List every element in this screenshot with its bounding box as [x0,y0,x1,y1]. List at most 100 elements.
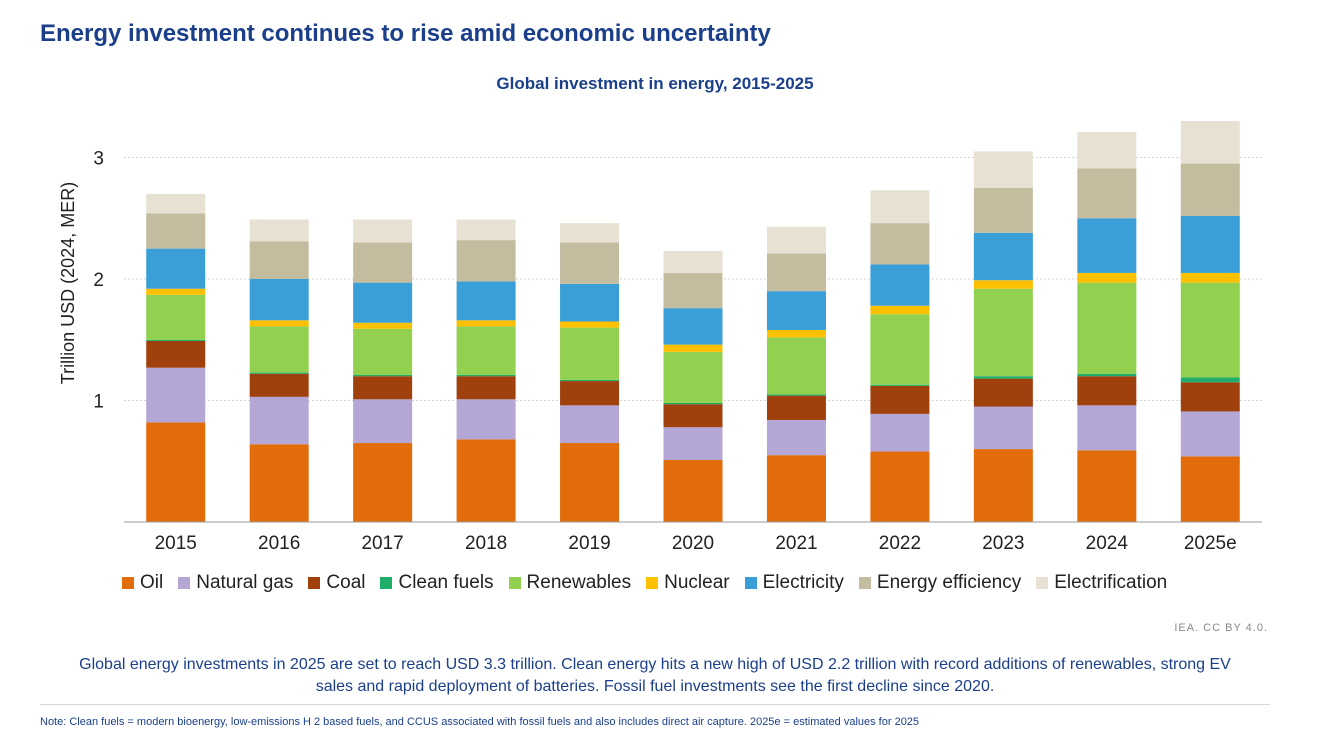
bar-segment [1077,272,1137,283]
bar-segment [870,190,930,224]
footnote: Note: Clean fuels = modern bioenergy, lo… [40,716,920,728]
x-tick-label: 2024 [1086,533,1129,554]
legend-swatch [178,577,191,589]
bar-segment [146,340,206,368]
page-headline: Energy investment continues to rise amid… [40,20,771,47]
bar-segment [353,443,413,522]
bar-segment [456,240,516,282]
chart-legend: Oil Natural gas Coal Clean fuels Renewables N… [122,572,1182,594]
bar-segment [973,376,1033,379]
y-tick-label: 3 [93,149,104,170]
bar-segment [663,404,723,428]
bar-segment [249,396,309,445]
bar-segment [766,419,826,456]
legend-label: Oil [140,572,164,593]
chart-title: Global investment in energy, 2015-2025 [496,74,814,93]
legend-swatch [1036,577,1049,589]
x-tick-label: 2022 [879,533,921,554]
bar-segment [973,378,1033,407]
legend-item: Oil [122,572,163,594]
bar-segment [973,151,1033,188]
bar-segment [249,320,309,327]
y-axis-label: Trillion USD (2024, MER) [58,182,78,384]
legend-label: Electrification [1054,572,1168,593]
legend-label: Renewables [526,572,632,593]
x-tick-label: 2023 [982,533,1024,554]
bar-segment [766,455,826,522]
legend-label: Energy efficiency [876,572,1022,593]
bar-segment [353,328,413,375]
bar-segment [560,321,620,328]
caption-text: Global energy investments in 2025 are se… [79,656,1231,695]
x-tick-labels: 2015 2016 2017 2018 2019 2020 2021 2022 2023 2024… [155,533,1237,554]
bar-segment [870,264,930,306]
bar-segment [1180,272,1240,283]
source-credit: IEA. CC BY 4.0. [1174,622,1268,634]
bar-segment [1180,282,1240,378]
bar-segment [870,413,930,452]
bar-segment [456,376,516,400]
bar-segment [353,374,413,377]
y-tick-labels: 1 2 3 [93,149,104,413]
bar-segment [1180,121,1240,164]
x-tick-label: 2021 [775,533,817,554]
legend-item: Renewables [508,572,632,594]
bar-segment [1077,376,1137,406]
bar-segment [663,351,723,403]
bar-segment [249,219,309,242]
bar-segment [146,288,206,295]
bar-segment [560,283,620,322]
bar-segment [353,399,413,444]
bar-segment [1180,382,1240,412]
bar-segment [456,320,516,327]
bars [146,121,1240,522]
bar-segment [663,272,723,309]
legend-item: Clean fuels [380,572,494,594]
x-tick-label: 2016 [258,533,300,554]
bar-segment [1180,456,1240,522]
bar-segment [973,232,1033,281]
bar-segment [766,394,826,396]
bar-segment [560,381,620,406]
bar-segment [456,439,516,522]
bar-segment [353,242,413,283]
legend-swatch [646,577,659,589]
bar-segment [870,385,930,414]
bar-segment [146,422,206,522]
bar-segment [1077,131,1137,169]
legend-swatch [744,577,757,589]
y-tick-label: 2 [93,270,104,291]
legend-label: Natural gas [196,572,294,593]
bar-segment [146,193,206,214]
bar-segment [870,451,930,522]
bar-segment [146,367,206,423]
legend-item: Energy efficiency [858,572,1022,594]
bar-segment [1077,405,1137,451]
bar-segment [560,223,620,243]
bar-segment [1180,215,1240,273]
legend-swatch [308,577,321,589]
legend-label: Coal [326,572,366,593]
bar-segment [146,213,206,249]
bar-segment [1077,218,1137,273]
legend-item: Electricity [744,572,844,594]
bar-segment [560,405,620,444]
y-tick-label: 1 [93,392,104,413]
bar-segment [1180,163,1240,216]
bar-segment [766,253,826,292]
legend-swatch [858,577,871,589]
bar-segment [1077,373,1137,377]
bar-segment [1077,450,1137,522]
bar-segment [870,314,930,385]
x-tick-label: 2018 [465,533,507,554]
bar-segment [870,384,930,386]
divider [40,704,1270,705]
bar-segment [663,251,723,273]
bar-segment [663,427,723,461]
legend-item: Coal [308,572,365,594]
legend-swatch [508,577,521,589]
bar-segment [1180,411,1240,457]
legend-swatch [122,577,134,589]
bar-segment [456,326,516,375]
bar-segment [560,379,620,382]
